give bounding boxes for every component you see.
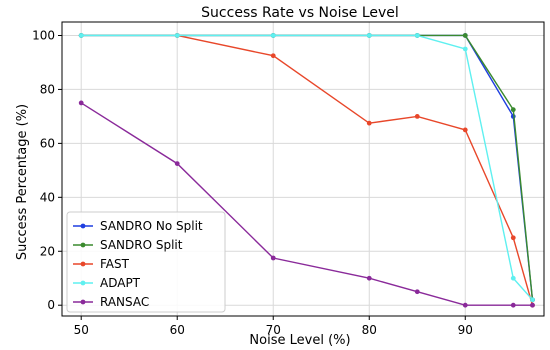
y-tick-label: 100 [32, 28, 55, 42]
x-tick-label: 70 [266, 323, 281, 337]
legend-label: ADAPT [100, 276, 141, 290]
x-tick-label: 90 [458, 323, 473, 337]
series-line [80, 102, 533, 306]
y-axis: 0 20 40 60 80 100 [32, 28, 62, 312]
data-point [510, 235, 516, 241]
data-point [270, 53, 276, 59]
data-point [510, 302, 516, 308]
legend-swatch-marker [80, 299, 86, 305]
data-point [530, 302, 535, 308]
data-point [174, 161, 180, 167]
y-axis-label: Success Percentage (%) [15, 104, 30, 260]
data-point [510, 107, 516, 113]
data-point [78, 100, 84, 106]
series-ransac [78, 100, 535, 308]
legend-item: SANDRO No Split [73, 219, 203, 233]
series-line [81, 34, 534, 301]
data-point [270, 255, 276, 261]
legend-swatch-marker [80, 242, 86, 248]
data-point [462, 33, 468, 38]
data-point [414, 114, 420, 119]
legend-item: SANDRO Split [73, 238, 183, 252]
x-axis: 50 60 70 80 90 [74, 316, 473, 337]
legend-box [66, 211, 226, 313]
data-point [366, 120, 372, 126]
data-point [462, 302, 468, 308]
y-tick-label: 60 [40, 136, 55, 150]
data-point [462, 127, 468, 133]
data-point [366, 275, 372, 281]
data-point [414, 33, 420, 38]
x-tick-label: 80 [362, 323, 377, 337]
series-adapt [78, 33, 535, 303]
legend-item: FAST [73, 257, 130, 271]
legend-label: SANDRO Split [100, 238, 183, 252]
series-line [177, 34, 534, 306]
legend-label: SANDRO No Split [100, 219, 203, 233]
data-point [530, 297, 535, 303]
data-point [462, 46, 468, 52]
chart-title: Success Rate vs Noise Level [201, 5, 399, 21]
data-point [366, 33, 372, 38]
legend-swatch-marker [80, 223, 86, 229]
data-point [510, 275, 516, 281]
legend-item: ADAPT [73, 276, 141, 290]
data-point [174, 33, 180, 38]
y-tick-label: 0 [47, 298, 55, 312]
x-axis-label: Noise Level (%) [249, 333, 350, 348]
legend-swatch-marker [80, 280, 86, 286]
data-point [78, 33, 84, 38]
x-tick-label: 50 [74, 323, 89, 337]
legend-item: RANSAC [73, 295, 149, 309]
plot-frame [61, 21, 545, 317]
series-fast [174, 33, 535, 308]
legend-swatch-marker [80, 261, 86, 267]
y-tick-label: 40 [40, 190, 55, 204]
series-group [78, 33, 535, 308]
y-tick-label: 80 [40, 82, 55, 96]
data-point [414, 289, 420, 295]
legend: SANDRO No Split SANDRO Split FAST ADAPT RANS… [66, 211, 226, 313]
data-point [270, 33, 276, 38]
legend-label: RANSAC [100, 295, 149, 309]
x-tick-label: 60 [170, 323, 185, 337]
y-tick-label: 20 [40, 244, 55, 258]
legend-label: FAST [100, 257, 130, 271]
